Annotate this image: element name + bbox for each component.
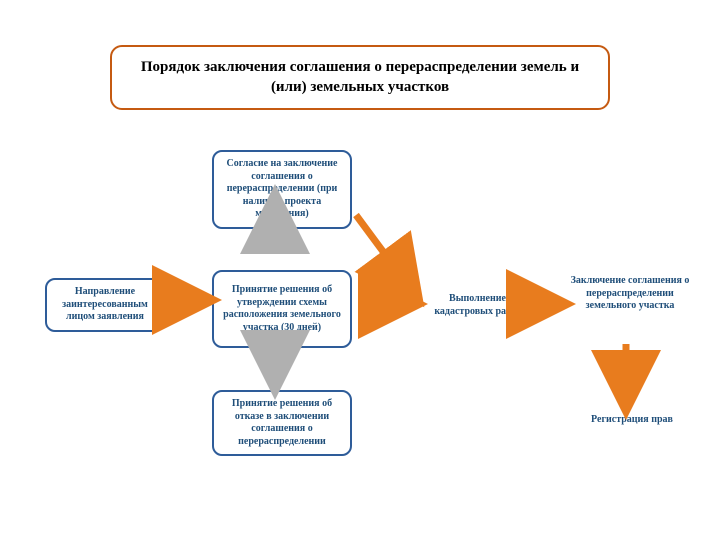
- node-cadastral-works: Выполнение кадастровых работ: [420, 293, 535, 323]
- arrow-n2-to-n5: [356, 215, 416, 296]
- diagram-title: Порядок заключения соглашения о перерасп…: [110, 45, 610, 110]
- node-agreement: Заключение соглашения о перераспределени…: [565, 275, 695, 339]
- node-application: Направление заинтересованным лицом заявл…: [45, 278, 165, 332]
- node-registration: Регистрация прав: [584, 414, 680, 430]
- node-scheme-approval: Принятие решения об утверждении схемы ра…: [212, 270, 352, 348]
- node-consent: Согласие на заключение соглашения о пере…: [212, 150, 352, 229]
- node-refusal: Принятие решения об отказе в заключении …: [212, 390, 352, 456]
